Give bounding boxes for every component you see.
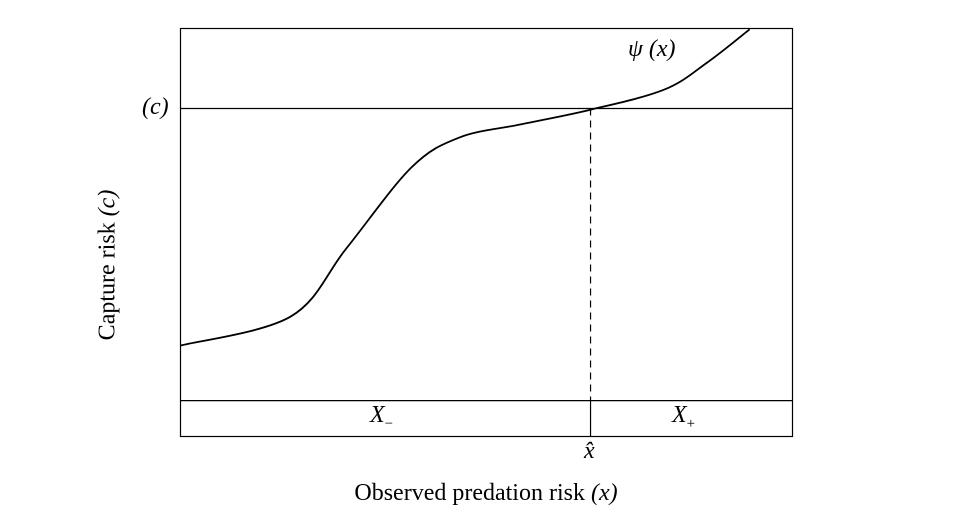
x-hat-label: x̂	[584, 438, 595, 464]
c-level-label: (c)	[142, 94, 169, 120]
plot-frame	[179, 27, 794, 438]
x-axis-label: Observed predation risk (x)	[354, 480, 618, 506]
curve-label: ψ (x)	[628, 36, 676, 62]
psi-curve	[180, 28, 751, 347]
region-label-x-minus: X−	[370, 402, 394, 432]
y-axis-label: Capture risk (c)	[94, 189, 121, 341]
region-label-x-plus: X+	[672, 402, 696, 432]
